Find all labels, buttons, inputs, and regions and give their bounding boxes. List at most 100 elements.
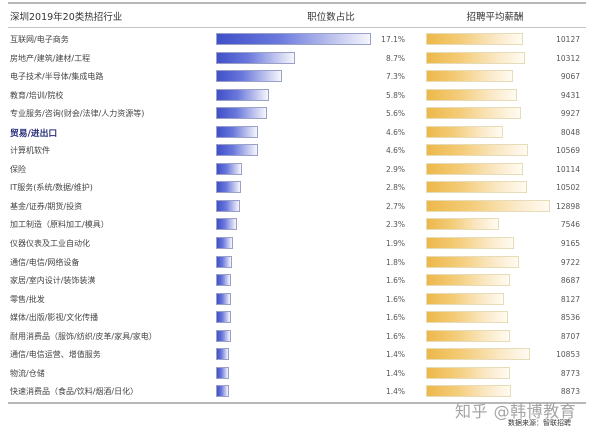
salary-value: 10502: [556, 183, 580, 193]
table-row: 耐用消费品（服饰/纺织/皮革/家具/家电） 1.6% 8707: [0, 328, 600, 347]
share-value: 1.4%: [385, 387, 405, 397]
share-bar: [216, 385, 229, 398]
salary-bar: [426, 162, 524, 175]
industry-label: 互联网/电子商务: [10, 35, 69, 44]
industry-label: 房地产/建筑/建材/工程: [10, 53, 91, 63]
table-row: 专业服务/咨询(财会/法律/人力资源等) 5.6% 9927: [0, 105, 600, 124]
salary-value: 9722: [560, 257, 580, 267]
table-row: 计算机软件 4.6% 10569: [0, 142, 600, 161]
industry-label: 电子技术/半导体/集成电路: [10, 72, 104, 82]
table-row: 加工制造（原料加工/模具） 2.3% 7546: [0, 216, 600, 235]
industry-label: 教育/培训/院校: [10, 90, 64, 100]
table-row: 媒体/出版/影视/文化传播 1.6% 8536: [0, 309, 600, 328]
salary-value: 8773: [560, 368, 580, 378]
salary-bar: [426, 366, 511, 379]
salary-bar: [426, 274, 510, 287]
share-bar: [216, 255, 233, 268]
salary-value: 8687: [560, 276, 580, 286]
share-value: 1.6%: [385, 313, 405, 323]
share-value: 1.6%: [385, 276, 405, 286]
industry-label: 仪器仪表及工业自动化: [10, 239, 90, 249]
share-value: 4.6%: [385, 146, 405, 156]
table-row: 教育/培训/院校 5.8% 9431: [0, 87, 600, 106]
salary-value: 10853: [556, 350, 580, 360]
table-row: 电子技术/半导体/集成电路 7.3% 9067: [0, 68, 600, 87]
salary-bar: [426, 237, 515, 250]
salary-bar: [426, 255, 520, 268]
share-value: 4.6%: [385, 127, 405, 137]
share-bar: [216, 88, 269, 101]
share-bar: [216, 70, 283, 83]
salary-value: 10312: [556, 53, 580, 63]
industry-label: 通信/电信运营、增值服务: [10, 350, 101, 360]
industry-label: 家居/室内设计/装饰装潢: [10, 276, 96, 286]
table-row: 贸易/进出口 4.6% 8048: [0, 124, 600, 143]
share-value: 5.8%: [385, 90, 405, 100]
salary-value: 10569: [556, 146, 580, 156]
salary-value: 8707: [560, 331, 580, 341]
share-value: 8.7%: [385, 53, 405, 63]
industry-label: 专业服务/咨询(财会/法律/人力资源等): [10, 109, 145, 119]
table-row: 保险 2.9% 10114: [0, 161, 600, 180]
share-bar: [216, 199, 241, 212]
salary-bar: [426, 51, 526, 64]
share-bar: [216, 162, 243, 175]
share-value: 2.3%: [385, 220, 405, 230]
salary-value: 8127: [560, 294, 580, 304]
data-source: 数据来源：智联招聘: [508, 419, 571, 427]
salary-bar: [426, 88, 517, 101]
table-row: 物流/仓储 1.4% 8773: [0, 365, 600, 384]
salary-bar: [426, 181, 527, 194]
top-rule: [8, 2, 586, 4]
share-bar: [216, 51, 295, 64]
salary-value: 10114: [556, 164, 580, 174]
table-row: 通信/电信运营、增值服务 1.4% 10853: [0, 346, 600, 365]
salary-value: 12898: [556, 201, 580, 211]
share-value: 7.3%: [385, 72, 405, 82]
industry-label: 零售/批发: [10, 294, 45, 304]
table-row: 零售/批发 1.6% 8127: [0, 291, 600, 310]
industry-label: 耐用消费品（服饰/纺织/皮革/家具/家电）: [10, 331, 157, 341]
industry-label: 基金/证券/期货/投资: [10, 201, 83, 211]
salary-value: 10127: [556, 35, 580, 44]
share-value: 1.6%: [385, 294, 405, 304]
share-bar: [216, 348, 229, 361]
industry-label: 快速消费品（食品/饮料/烟酒/日化）: [10, 387, 139, 397]
industry-label: 计算机软件: [10, 146, 50, 156]
watermark: 知乎 @韩博教育: [455, 402, 577, 421]
industry-label: IT服务(系统/数据/维护): [10, 183, 93, 193]
table-title: 深圳2019年20类热招行业: [10, 12, 123, 23]
salary-value: 8873: [560, 387, 580, 397]
salary-bar: [426, 70, 514, 83]
share-bar: [216, 107, 267, 120]
salary-bar: [426, 348, 531, 361]
salary-bar: [426, 144, 528, 157]
salary-value: 9431: [560, 90, 580, 100]
salary-bar: [426, 218, 499, 231]
salary-column-header: 招聘平均薪酬: [466, 12, 524, 23]
table-row: 通信/电信/网络设备 1.8% 9722: [0, 254, 600, 273]
share-column-header: 职位数占比: [307, 12, 355, 23]
table-row: 基金/证券/期货/投资 2.7% 12898: [0, 198, 600, 217]
table-row: 家居/室内设计/装饰装潢 1.6% 8687: [0, 272, 600, 291]
share-bar: [216, 366, 229, 379]
share-bar: [216, 274, 231, 287]
share-value: 1.4%: [385, 350, 405, 360]
share-value: 1.4%: [385, 368, 405, 378]
table-row: 互联网/电子商务 17.1% 10127: [0, 31, 600, 50]
industry-label: 保险: [10, 164, 26, 174]
salary-bar: [426, 329, 510, 342]
salary-value: 9067: [560, 72, 580, 82]
industry-label: 物流/仓储: [10, 368, 45, 378]
share-bar: [216, 237, 234, 250]
salary-value: 9165: [560, 239, 580, 249]
share-value: 1.9%: [385, 239, 405, 249]
share-value: 2.9%: [385, 164, 405, 174]
share-bar: [216, 33, 371, 45]
industry-label: 加工制造（原料加工/模具）: [10, 220, 109, 230]
share-value: 1.8%: [385, 257, 405, 267]
industry-label: 媒体/出版/影视/文化传播: [10, 313, 99, 323]
salary-value: 7546: [560, 220, 580, 230]
industry-label: 通信/电信/网络设备: [10, 257, 80, 267]
share-value: 5.6%: [385, 109, 405, 119]
